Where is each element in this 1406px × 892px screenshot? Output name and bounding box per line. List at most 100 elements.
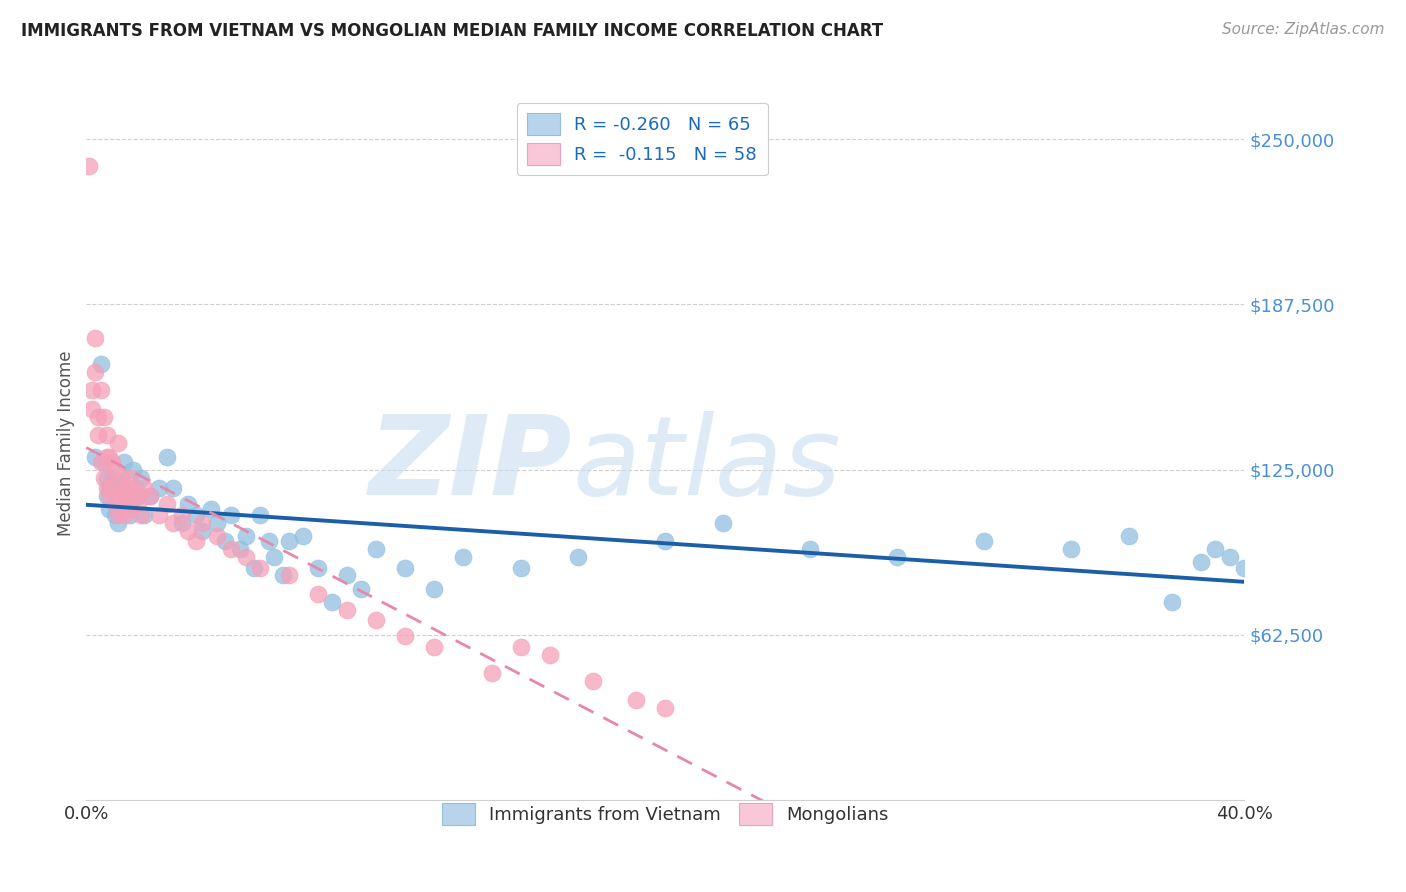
Point bbox=[121, 463, 143, 477]
Point bbox=[243, 560, 266, 574]
Point bbox=[124, 489, 146, 503]
Point bbox=[121, 481, 143, 495]
Text: Source: ZipAtlas.com: Source: ZipAtlas.com bbox=[1222, 22, 1385, 37]
Point bbox=[110, 470, 132, 484]
Point bbox=[162, 516, 184, 530]
Point bbox=[93, 455, 115, 469]
Point bbox=[127, 497, 149, 511]
Point bbox=[98, 481, 121, 495]
Point bbox=[118, 502, 141, 516]
Point bbox=[394, 560, 416, 574]
Point bbox=[134, 481, 156, 495]
Point bbox=[205, 529, 228, 543]
Point bbox=[98, 450, 121, 464]
Point bbox=[538, 648, 561, 662]
Point bbox=[110, 475, 132, 490]
Point bbox=[98, 502, 121, 516]
Point bbox=[139, 489, 162, 503]
Point bbox=[176, 497, 198, 511]
Point bbox=[509, 560, 531, 574]
Point bbox=[1189, 555, 1212, 569]
Point bbox=[98, 489, 121, 503]
Point bbox=[307, 587, 329, 601]
Text: IMMIGRANTS FROM VIETNAM VS MONGOLIAN MEDIAN FAMILY INCOME CORRELATION CHART: IMMIGRANTS FROM VIETNAM VS MONGOLIAN MED… bbox=[21, 22, 883, 40]
Point bbox=[394, 629, 416, 643]
Point bbox=[229, 542, 252, 557]
Point bbox=[104, 483, 127, 498]
Point bbox=[1161, 595, 1184, 609]
Point bbox=[481, 666, 503, 681]
Point bbox=[101, 470, 124, 484]
Point bbox=[1060, 542, 1083, 557]
Point bbox=[162, 481, 184, 495]
Point bbox=[176, 524, 198, 538]
Point bbox=[350, 582, 373, 596]
Point bbox=[84, 450, 107, 464]
Point bbox=[129, 508, 152, 522]
Point bbox=[278, 534, 301, 549]
Point bbox=[101, 455, 124, 469]
Point bbox=[278, 568, 301, 582]
Point bbox=[104, 497, 127, 511]
Point bbox=[110, 489, 132, 503]
Point bbox=[90, 357, 112, 371]
Point bbox=[112, 508, 135, 522]
Point bbox=[1204, 542, 1226, 557]
Point bbox=[118, 470, 141, 484]
Point bbox=[96, 470, 118, 484]
Point bbox=[1219, 549, 1241, 564]
Point bbox=[148, 508, 170, 522]
Point bbox=[186, 534, 208, 549]
Point bbox=[87, 409, 110, 424]
Point bbox=[235, 549, 257, 564]
Point bbox=[127, 489, 149, 503]
Point bbox=[451, 549, 474, 564]
Point bbox=[654, 700, 676, 714]
Point bbox=[364, 614, 387, 628]
Point bbox=[148, 481, 170, 495]
Point bbox=[156, 497, 179, 511]
Point bbox=[96, 450, 118, 464]
Point bbox=[263, 549, 285, 564]
Text: ZIP: ZIP bbox=[370, 411, 572, 518]
Legend: Immigrants from Vietnam, Mongolians: Immigrants from Vietnam, Mongolians bbox=[433, 794, 897, 834]
Point bbox=[118, 497, 141, 511]
Point bbox=[249, 560, 271, 574]
Point bbox=[107, 508, 129, 522]
Point bbox=[139, 489, 162, 503]
Point bbox=[626, 692, 648, 706]
Point bbox=[973, 534, 995, 549]
Point bbox=[1118, 529, 1140, 543]
Point bbox=[107, 489, 129, 503]
Point bbox=[107, 516, 129, 530]
Point bbox=[134, 508, 156, 522]
Point bbox=[84, 330, 107, 344]
Point bbox=[90, 455, 112, 469]
Point bbox=[104, 508, 127, 522]
Point bbox=[115, 489, 138, 503]
Point bbox=[107, 436, 129, 450]
Point bbox=[96, 481, 118, 495]
Point bbox=[93, 409, 115, 424]
Y-axis label: Median Family Income: Median Family Income bbox=[58, 351, 75, 536]
Point bbox=[77, 159, 100, 173]
Text: atlas: atlas bbox=[572, 411, 841, 518]
Point bbox=[200, 502, 222, 516]
Point bbox=[118, 508, 141, 522]
Point bbox=[799, 542, 821, 557]
Point bbox=[205, 516, 228, 530]
Point bbox=[170, 516, 193, 530]
Point bbox=[112, 481, 135, 495]
Point bbox=[156, 450, 179, 464]
Point bbox=[219, 542, 242, 557]
Point bbox=[124, 481, 146, 495]
Point bbox=[257, 534, 280, 549]
Point bbox=[509, 640, 531, 654]
Point bbox=[112, 455, 135, 469]
Point bbox=[235, 529, 257, 543]
Point bbox=[170, 508, 193, 522]
Point bbox=[80, 384, 103, 398]
Point bbox=[364, 542, 387, 557]
Point bbox=[422, 582, 444, 596]
Point bbox=[336, 568, 359, 582]
